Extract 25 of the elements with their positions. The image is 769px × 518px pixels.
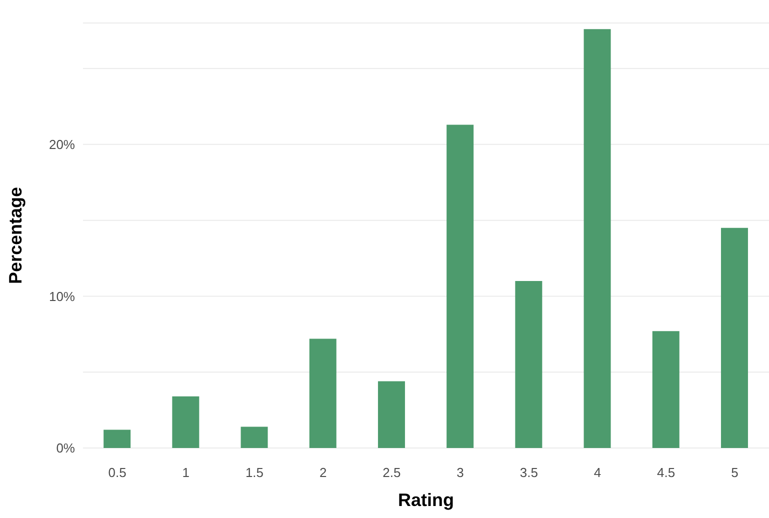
bar [515, 281, 542, 448]
bar [584, 29, 611, 448]
y-axis-title: Percentage [5, 186, 26, 284]
x-tick-label: 2 [319, 465, 327, 480]
x-tick-label: 3 [456, 465, 464, 480]
bar [104, 430, 131, 448]
bar [172, 396, 200, 448]
bar [240, 426, 268, 448]
bar [446, 124, 474, 448]
x-axis-title: Rating [398, 490, 454, 510]
bar [378, 381, 405, 448]
y-tick-label: 20% [48, 137, 76, 152]
bar [720, 228, 748, 448]
x-tick-label: 4.5 [657, 465, 676, 480]
x-tick-label: 1.5 [245, 465, 264, 480]
x-tick-label: 0.5 [108, 465, 126, 480]
x-tick-label: 1 [182, 465, 190, 480]
y-tick-label: 0% [56, 440, 76, 456]
x-tick-label: 4 [594, 465, 602, 480]
bar [652, 331, 680, 448]
y-tick-label: 10% [48, 288, 76, 304]
x-tick-label: 3.5 [520, 465, 538, 480]
x-tick-label: 2.5 [382, 465, 401, 480]
bar [309, 338, 336, 448]
x-tick-label: 5 [731, 465, 738, 480]
